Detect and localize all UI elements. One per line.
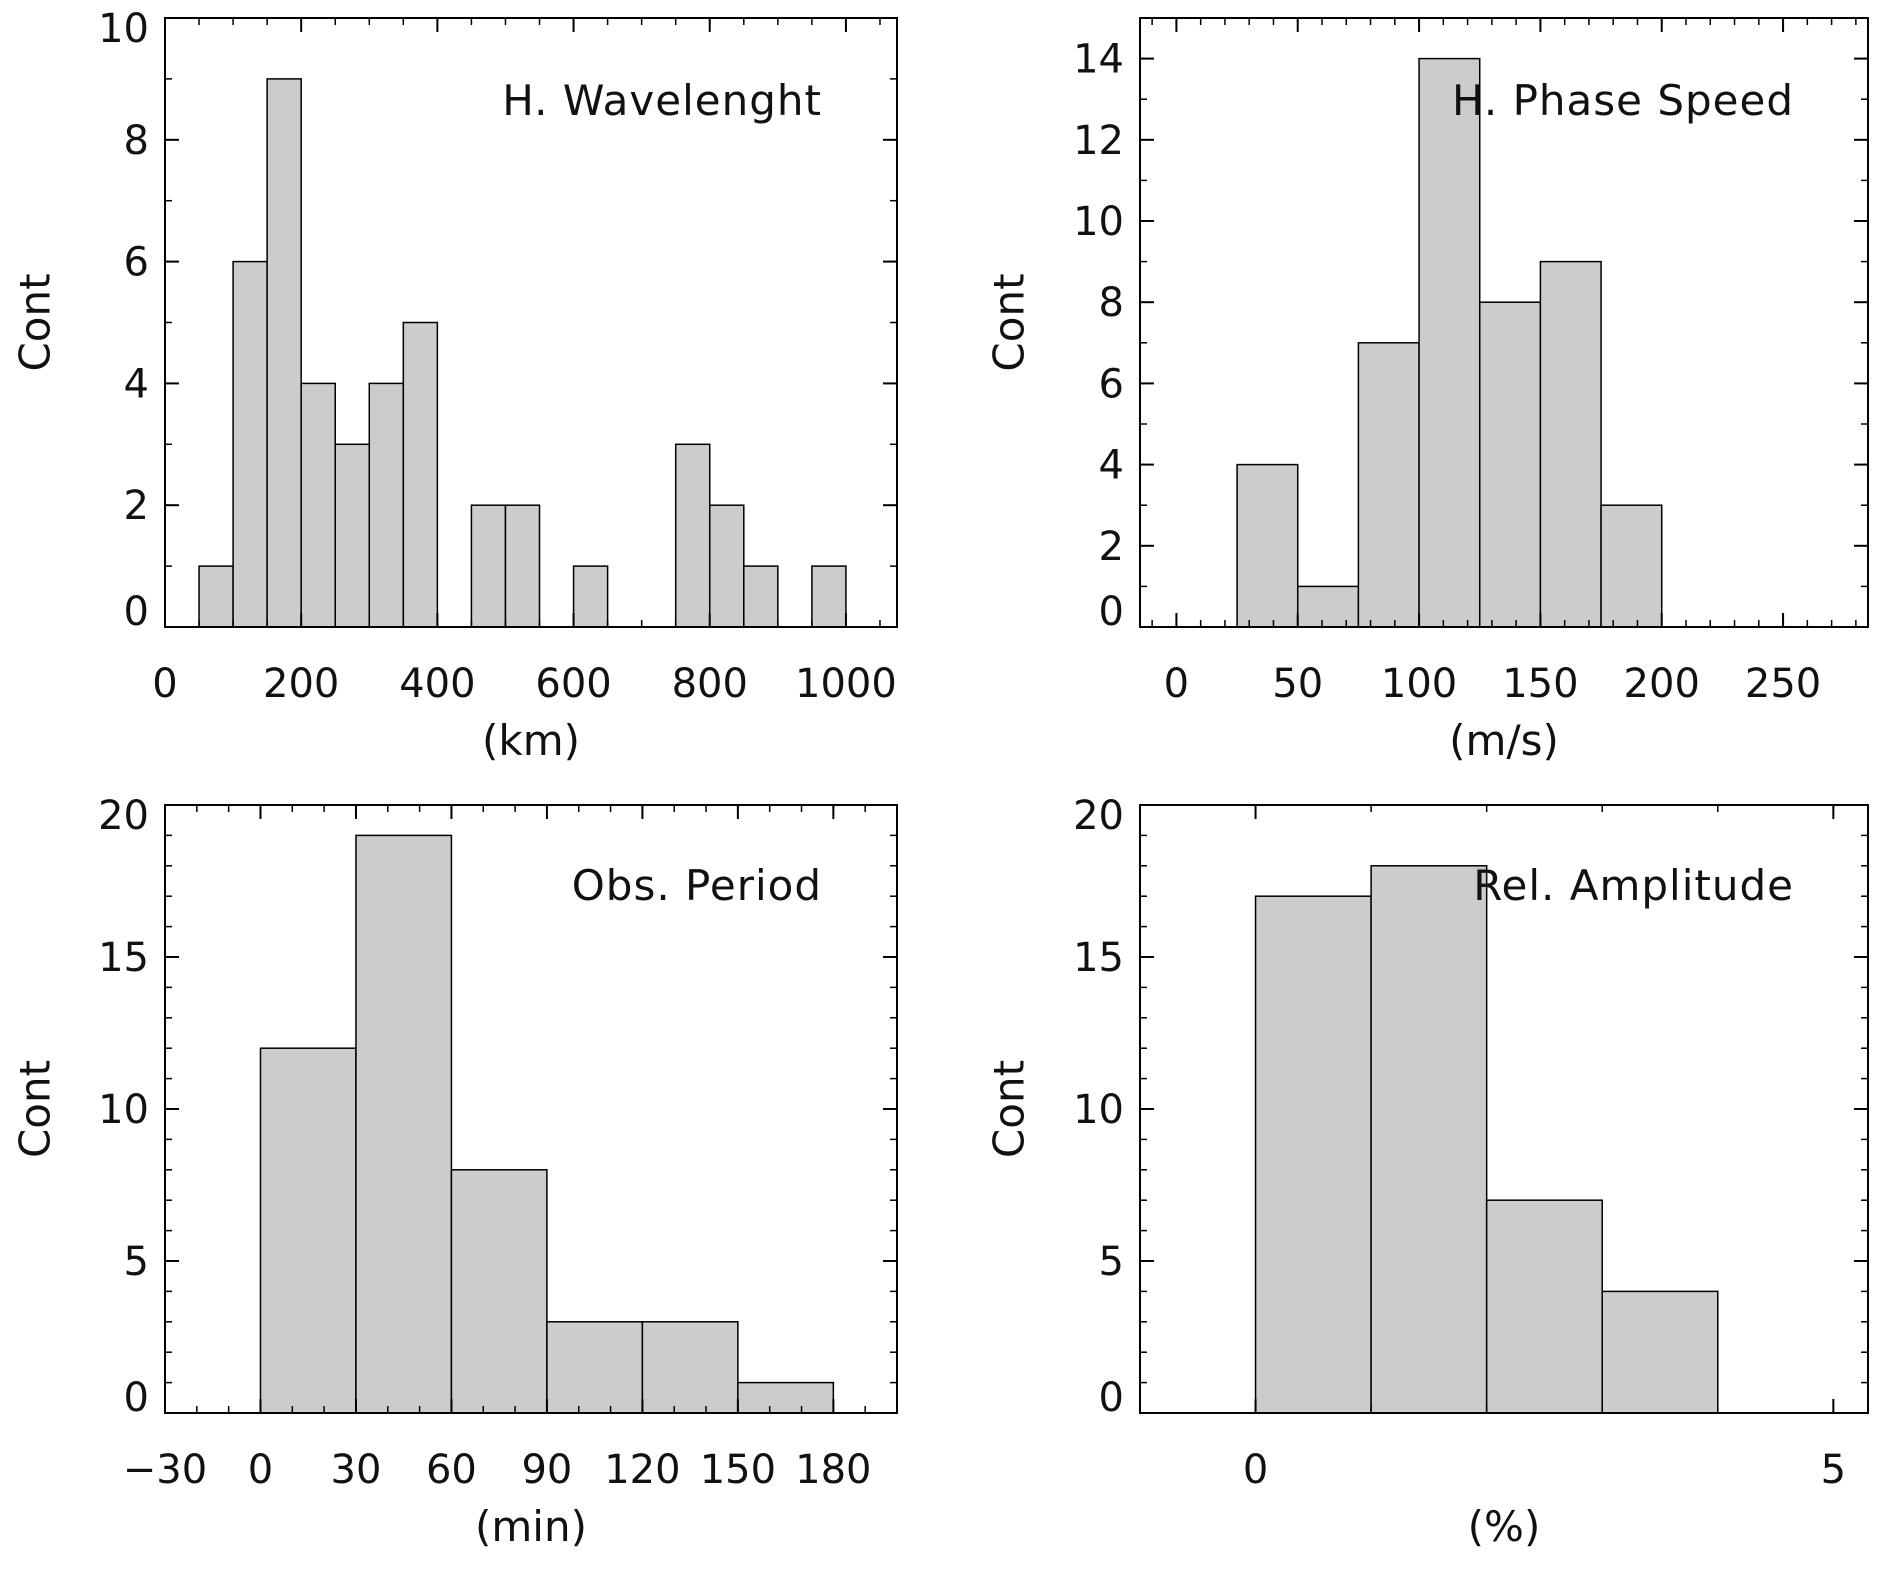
panel-title: Rel. Amplitude	[1473, 861, 1794, 910]
chart-panel-3: −30 0 30 60 90 120 150 180 0 5 10 15 20 Obs. Period (m…	[11, 793, 898, 1551]
y-tick-label: 10	[1073, 1087, 1124, 1133]
histogram-bar	[1601, 1290, 1719, 1414]
y-tick-label: 8	[1099, 280, 1124, 326]
x-tick-label: 120	[604, 1447, 680, 1493]
histogram-bar	[572, 565, 609, 628]
y-tick-label: 10	[1073, 199, 1124, 245]
y-tick-label: 2	[124, 483, 149, 529]
x-tick-label: 30	[331, 1447, 382, 1493]
y-axis-label: Cont	[11, 1060, 60, 1158]
y-tick-label: 8	[124, 118, 149, 164]
y-tick-label: 20	[98, 793, 149, 839]
histogram-bar	[266, 78, 302, 628]
x-tick-label: −30	[123, 1447, 207, 1493]
histogram-bar	[300, 382, 336, 628]
x-axis-label: (min)	[475, 1502, 587, 1551]
histogram-bar	[708, 504, 745, 628]
histogram-bar	[259, 1047, 357, 1414]
y-axis-label: Cont	[985, 273, 1034, 371]
panel-title: H. Phase Speed	[1452, 76, 1794, 125]
y-tick-label: 15	[1073, 935, 1124, 981]
y-axis-label: Cont	[985, 1060, 1034, 1158]
histogram-bar	[641, 1321, 739, 1414]
histogram-bar	[743, 565, 779, 628]
y-tick-label: 5	[124, 1239, 149, 1285]
histogram-bar	[232, 260, 268, 628]
y-tick-label: 4	[124, 361, 149, 407]
x-tick-label: 150	[1502, 661, 1578, 707]
x-tick-label: 100	[1381, 661, 1457, 707]
y-tick-label: 4	[1099, 443, 1124, 489]
y-tick-label: 0	[124, 1375, 149, 1421]
y-tick-label: 0	[1099, 1375, 1124, 1421]
histogram-bar	[1254, 895, 1372, 1414]
histogram-bar	[1600, 504, 1663, 628]
histogram-bar	[737, 1381, 835, 1414]
chart-panel-2: 0 50 100 150 200 250 0 2 4 6 8 10 12 14 H. Phase Speed…	[985, 17, 1869, 765]
x-tick-label: 60	[426, 1447, 477, 1493]
x-tick-label: 400	[399, 661, 475, 707]
y-tick-label: 0	[124, 589, 149, 635]
histogram-bar	[470, 504, 507, 628]
y-tick-label: 2	[1099, 524, 1124, 570]
histogram-bar	[1539, 260, 1602, 628]
histogram-bar	[1357, 342, 1420, 628]
x-axis-label: (%)	[1468, 1502, 1541, 1551]
histogram-bar	[546, 1321, 644, 1414]
histogram-bar	[674, 443, 711, 628]
histogram-bar	[1418, 57, 1481, 628]
histogram-bar	[450, 1169, 548, 1414]
x-tick-label: 0	[1164, 661, 1189, 707]
x-axis-label: (m/s)	[1449, 716, 1559, 765]
histogram-bar	[811, 565, 847, 628]
y-tick-label: 6	[1099, 361, 1124, 407]
panel-title: H. Wavelenght	[502, 76, 822, 125]
x-tick-label: 180	[795, 1447, 871, 1493]
x-tick-label: 0	[152, 661, 177, 707]
histogram-bar	[1370, 865, 1488, 1414]
y-tick-label: 10	[98, 1087, 149, 1133]
chart-panel-4: 0 5 0 5 10 15 20 Rel. Amplitude (%) Cont	[985, 793, 1869, 1551]
histogram-bar	[402, 321, 439, 628]
chart-panel-1: 0 200 400 600 800 1000 0 2 4 6 8 10 H. Wavelenght (km…	[11, 6, 898, 765]
x-tick-label: 800	[672, 661, 748, 707]
y-tick-label: 12	[1073, 118, 1124, 164]
histogram-bar	[504, 504, 541, 628]
x-tick-label: 150	[700, 1447, 776, 1493]
x-tick-label: 200	[263, 661, 339, 707]
x-tick-label: 0	[248, 1447, 273, 1493]
x-tick-label: 600	[535, 661, 611, 707]
y-tick-label: 14	[1073, 37, 1124, 83]
x-tick-label: 50	[1272, 661, 1323, 707]
plot-frame	[1139, 17, 1869, 628]
x-tick-label: 1000	[795, 661, 897, 707]
y-axis-label: Cont	[11, 273, 60, 371]
y-tick-label: 15	[98, 935, 149, 981]
histogram-bar	[334, 443, 371, 628]
histogram-bar	[368, 382, 405, 628]
x-axis-label: (km)	[482, 716, 580, 765]
x-tick-label: 200	[1624, 661, 1700, 707]
x-tick-label: 250	[1745, 661, 1821, 707]
y-tick-label: 6	[124, 240, 149, 286]
histogram-bar	[198, 565, 234, 628]
y-tick-label: 20	[1073, 793, 1124, 839]
panel-title: Obs. Period	[572, 861, 822, 910]
y-tick-label: 5	[1099, 1239, 1124, 1285]
histogram-bar	[355, 834, 453, 1414]
y-tick-label: 0	[1099, 589, 1124, 635]
x-tick-label: 0	[1243, 1447, 1268, 1493]
x-tick-label: 90	[521, 1447, 572, 1493]
histogram-bar	[1236, 463, 1299, 628]
histogram-bar	[1485, 1199, 1603, 1414]
x-tick-label: 5	[1821, 1447, 1846, 1493]
histogram-bar	[1296, 585, 1360, 628]
histogram-bar	[1478, 301, 1542, 628]
y-tick-label: 10	[98, 6, 149, 52]
